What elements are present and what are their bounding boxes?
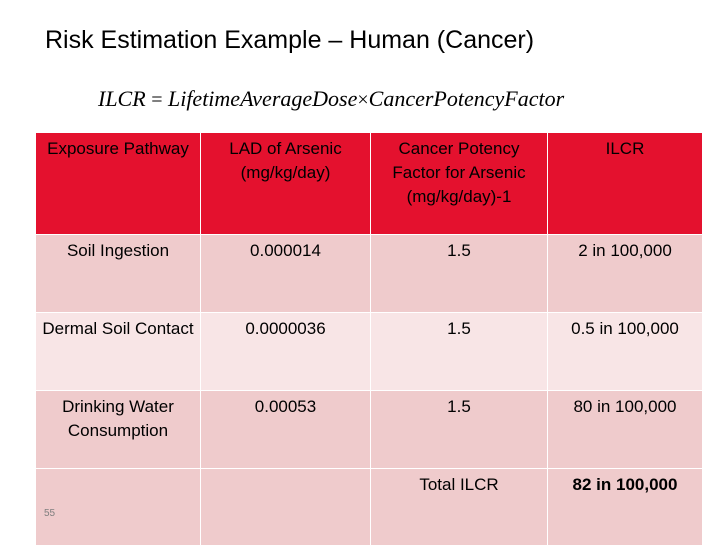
cell-lad: 0.0000036 bbox=[200, 312, 371, 391]
cell-lad: 0.000014 bbox=[200, 234, 371, 313]
risk-table: Exposure Pathway LAD of Arsenic (mg/kg/d… bbox=[35, 132, 703, 546]
header-lad: LAD of Arsenic (mg/kg/day) bbox=[200, 132, 371, 235]
cell-ilcr: 80 in 100,000 bbox=[547, 390, 703, 469]
cell-cpf: 1.5 bbox=[370, 390, 548, 469]
total-empty-cell bbox=[200, 468, 371, 546]
header-exposure-pathway: Exposure Pathway bbox=[35, 132, 201, 235]
formula-times: × bbox=[357, 89, 369, 111]
cell-ilcr: 0.5 in 100,000 bbox=[547, 312, 703, 391]
ilcr-formula: ILCR = LifetimeAverageDose×CancerPotency… bbox=[98, 86, 564, 112]
cell-cpf: 1.5 bbox=[370, 234, 548, 313]
table-total-row: Total ILCR 82 in 100,000 bbox=[35, 468, 703, 546]
total-ilcr-value: 82 in 100,000 bbox=[547, 468, 703, 546]
table-row: Soil Ingestion 0.000014 1.5 2 in 100,000 bbox=[35, 234, 703, 313]
cell-cpf: 1.5 bbox=[370, 312, 548, 391]
header-ilcr: ILCR bbox=[547, 132, 703, 235]
formula-lhs: ILCR bbox=[98, 86, 146, 111]
total-ilcr-label: Total ILCR bbox=[370, 468, 548, 546]
slide-title: Risk Estimation Example – Human (Cancer) bbox=[45, 26, 535, 54]
cell-lad: 0.00053 bbox=[200, 390, 371, 469]
formula-term-cpf: CancerPotencyFactor bbox=[368, 86, 565, 111]
cell-pathway: Dermal Soil Contact bbox=[35, 312, 201, 391]
table-row: Dermal Soil Contact 0.0000036 1.5 0.5 in… bbox=[35, 312, 703, 391]
cell-pathway: Drinking Water Consumption bbox=[35, 390, 201, 469]
formula-equals: = bbox=[151, 89, 163, 111]
cell-ilcr: 2 in 100,000 bbox=[547, 234, 703, 313]
formula-term-lad: LifetimeAverageDose bbox=[167, 86, 358, 111]
total-empty-cell bbox=[35, 468, 201, 546]
slide-number: 55 bbox=[44, 508, 56, 519]
header-cancer-potency-factor: Cancer Potency Factor for Arsenic (mg/kg… bbox=[370, 132, 548, 235]
table-header-row: Exposure Pathway LAD of Arsenic (mg/kg/d… bbox=[35, 132, 703, 235]
cell-pathway: Soil Ingestion bbox=[35, 234, 201, 313]
table-row: Drinking Water Consumption 0.00053 1.5 8… bbox=[35, 390, 703, 469]
